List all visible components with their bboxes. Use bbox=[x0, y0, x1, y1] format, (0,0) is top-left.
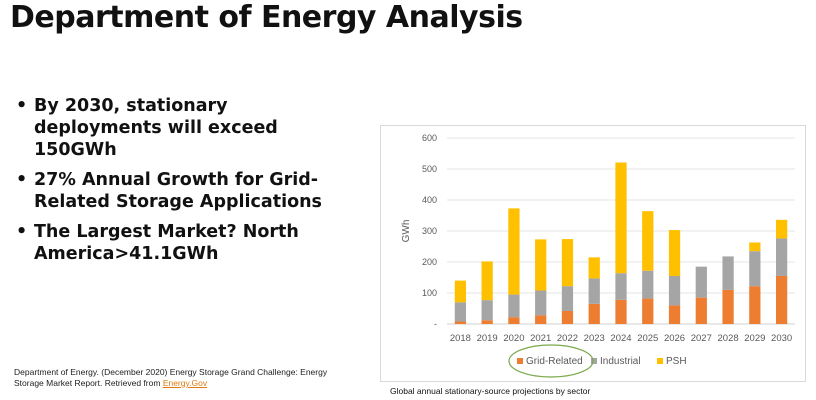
bar-psh bbox=[454, 280, 467, 303]
y-axis-label: GWh bbox=[401, 220, 412, 243]
bar-psh bbox=[775, 219, 788, 239]
bar-industrial bbox=[722, 256, 734, 290]
bar-grid-related bbox=[508, 317, 520, 324]
bar-psh bbox=[481, 261, 493, 301]
y-tick-label: 200 bbox=[422, 257, 437, 267]
bar-psh bbox=[535, 239, 547, 291]
bar-industrial bbox=[642, 270, 654, 299]
bar-psh bbox=[642, 211, 654, 271]
bar-grid-related bbox=[642, 298, 654, 324]
x-tick-label: 2025 bbox=[637, 333, 658, 344]
bar-industrial bbox=[535, 290, 547, 316]
bullet-item: The Largest Market? North America>41.1GW… bbox=[14, 221, 344, 265]
bar-psh bbox=[561, 239, 574, 287]
x-tick-label: 2023 bbox=[584, 333, 605, 344]
x-tick-label: 2022 bbox=[557, 333, 578, 344]
slide-title: Department of Energy Analysis bbox=[10, 0, 523, 35]
legend-swatch bbox=[657, 358, 663, 364]
x-tick-label: 2024 bbox=[610, 333, 631, 344]
bar-grid-related bbox=[588, 303, 600, 324]
citation-link[interactable]: Energy.Gov bbox=[162, 378, 208, 388]
bar-grid-related bbox=[615, 299, 627, 324]
bar-industrial bbox=[775, 238, 788, 276]
bullet-item: 27% Annual Growth for Grid-Related Stora… bbox=[14, 169, 344, 213]
y-tick-label: 300 bbox=[422, 226, 437, 236]
chart-frame: - 100 200 300 400 500 600 GWh 2018 2019 2020 2021 20… bbox=[380, 125, 806, 382]
bar-industrial bbox=[668, 275, 681, 306]
bullet-item: By 2030, stationary deployments will exc… bbox=[14, 95, 344, 161]
bar-grid-related bbox=[535, 315, 547, 324]
bar-psh bbox=[615, 162, 627, 274]
x-tick-label: 2018 bbox=[450, 333, 471, 344]
x-tick-label: 2026 bbox=[664, 333, 685, 344]
bar-psh bbox=[588, 257, 600, 279]
bar-industrial bbox=[749, 251, 761, 287]
bar-psh bbox=[668, 230, 681, 276]
bar-industrial bbox=[561, 286, 574, 311]
bar-psh bbox=[508, 208, 520, 295]
bar-grid-related bbox=[668, 305, 681, 324]
bar-grid-related bbox=[561, 310, 574, 324]
y-tick-label: 100 bbox=[422, 288, 437, 298]
bar-grid-related bbox=[481, 320, 493, 324]
chart-caption: Global annual stationary-source projecti… bbox=[390, 386, 591, 396]
bar-grid-related bbox=[722, 289, 734, 324]
x-tick-label: 2019 bbox=[477, 333, 498, 344]
bar-grid-related bbox=[454, 321, 467, 324]
x-tick-label: 2030 bbox=[771, 333, 792, 344]
legend-label: Industrial bbox=[600, 356, 641, 367]
y-tick-label: 600 bbox=[422, 133, 437, 143]
legend-swatch bbox=[517, 358, 523, 364]
y-tick-label: 500 bbox=[422, 164, 437, 174]
bar-grid-related bbox=[695, 297, 707, 324]
bar-industrial bbox=[454, 302, 467, 322]
bar-industrial bbox=[615, 273, 627, 300]
x-tick-label: 2028 bbox=[718, 333, 739, 344]
y-tick-label: 400 bbox=[422, 195, 437, 205]
x-tick-label: 2027 bbox=[691, 333, 712, 344]
citation-text: Department of Energy. (December 2020) En… bbox=[14, 367, 328, 388]
legend-highlight-ellipse bbox=[508, 344, 594, 378]
bar-industrial bbox=[481, 300, 493, 321]
bar-industrial bbox=[508, 294, 520, 318]
bar-industrial bbox=[588, 278, 600, 304]
bar-grid-related bbox=[775, 275, 788, 324]
x-tick-label: 2029 bbox=[744, 333, 765, 344]
y-tick-label: - bbox=[434, 319, 437, 329]
citation: Department of Energy. (December 2020) En… bbox=[14, 367, 359, 389]
x-tick-label: 2020 bbox=[503, 333, 524, 344]
legend-swatch bbox=[591, 358, 597, 364]
bar-psh bbox=[749, 242, 761, 252]
bar-grid-related bbox=[749, 286, 761, 324]
legend-label: PSH bbox=[666, 356, 687, 367]
stacked-bar-chart: - 100 200 300 400 500 600 GWh 2018 2019 2020 2021 20… bbox=[401, 133, 795, 378]
bar-industrial bbox=[695, 266, 707, 298]
legend-label: Grid-Related bbox=[526, 356, 583, 367]
x-tick-label: 2021 bbox=[530, 333, 551, 344]
bullet-list: By 2030, stationary deployments will exc… bbox=[14, 95, 344, 273]
